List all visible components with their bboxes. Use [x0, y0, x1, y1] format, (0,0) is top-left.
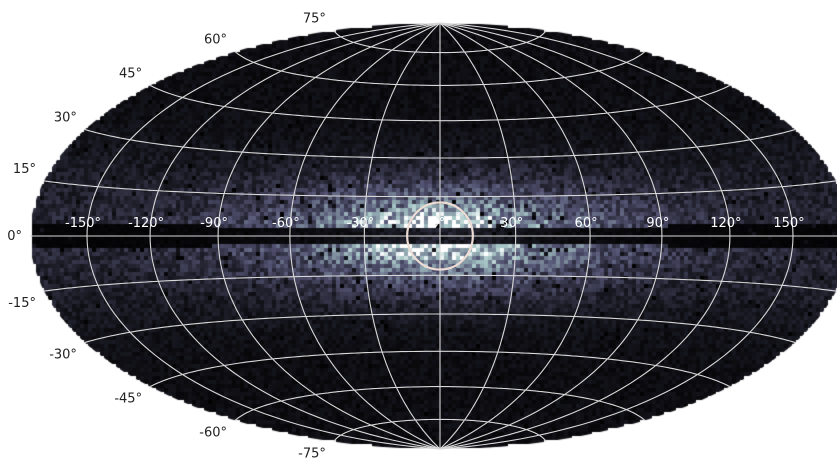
lat-tick-label: 0°: [7, 229, 22, 244]
lon-tick-label: -60°: [272, 216, 300, 231]
lat-tick-label: -60°: [199, 425, 227, 440]
lat-tick-label: -75°: [298, 447, 326, 462]
meridian-line--30: [363, 22, 441, 450]
lat-tick-label: -45°: [114, 392, 142, 407]
lat-tick-label: -15°: [8, 296, 36, 311]
meridian-line-150: [439, 22, 794, 450]
meridian-line-90: [439, 22, 663, 450]
meridian-line-120: [439, 22, 731, 450]
lat-tick-label: -30°: [49, 348, 77, 363]
lon-tick-label: 60°: [575, 216, 598, 231]
lat-tick-label: 75°: [303, 11, 326, 26]
meridian-line--90: [217, 22, 441, 450]
lon-tick-label: 30°: [500, 216, 523, 231]
meridian-line-30: [439, 22, 517, 450]
lat-tick-label: 15°: [13, 162, 36, 177]
lon-tick-label: 90°: [646, 216, 669, 231]
lon-tick-label: -30°: [346, 216, 374, 231]
lat-tick-label: 30°: [54, 111, 77, 126]
lon-tick-label: -120°: [128, 216, 164, 231]
meridian-line--60: [289, 22, 441, 450]
meridian-line-60: [439, 22, 591, 450]
lon-tick-label: -150°: [65, 216, 101, 231]
annotation-circle: [406, 201, 474, 271]
lat-tick-label: 45°: [119, 66, 142, 81]
lat-tick-label: 60°: [204, 33, 227, 48]
lon-tick-label: 0°: [431, 216, 446, 231]
meridian-line--150: [86, 22, 441, 450]
lon-tick-label: -90°: [200, 216, 228, 231]
lon-tick-label: 120°: [710, 216, 741, 231]
meridian-line--120: [149, 22, 441, 450]
lon-tick-label: 150°: [773, 216, 804, 231]
